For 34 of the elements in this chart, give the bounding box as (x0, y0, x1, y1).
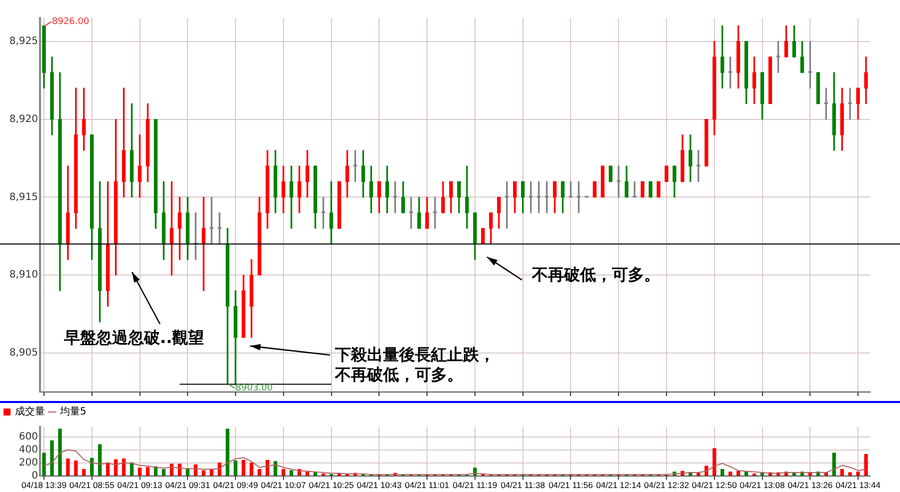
y-tick-label: 0 (32, 470, 38, 482)
annotation: 不再破低，可多。 (532, 265, 660, 285)
y-tick-label: 8,925 (9, 36, 38, 47)
x-tick-label: 04/21 09:49 (213, 480, 258, 490)
x-tick-label: 04/18 13:39 (22, 480, 67, 490)
x-tick-label: 04/21 13:44 (836, 480, 881, 490)
annotation: 早盤忽過忽破..觀望 (64, 328, 204, 348)
x-tick-label: 04/21 10:07 (260, 480, 306, 490)
x-tick-label: 04/21 11:19 (452, 480, 498, 490)
x-tick-label: 04/21 11:38 (500, 480, 546, 490)
x-tick-label: 04/21 11:56 (548, 480, 594, 490)
annotation: 8926.00 (52, 17, 90, 28)
y-tick-label: 200 (18, 457, 38, 468)
x-tick-label: 04/21 10:43 (356, 480, 402, 490)
legend-label: 均量5 (59, 406, 86, 418)
legend-label: 成交量 (15, 406, 45, 418)
y-tick-label: 400 (18, 444, 38, 456)
x-tick-label: 04/21 11:01 (404, 480, 450, 490)
y-tick-label: 8,915 (9, 192, 38, 203)
x-tick-label: 04/21 12:14 (596, 480, 642, 490)
x-tick-label: 04/21 12:32 (644, 480, 690, 490)
x-tick-label: 04/21 12:50 (692, 480, 738, 490)
y-tick-label: 8,920 (9, 114, 38, 125)
x-tick-label: 04/21 09:31 (165, 480, 210, 490)
x-tick-label: 04/21 10:25 (308, 480, 354, 490)
y-tick-label: 600 (18, 431, 38, 442)
annotation: 8903.00 (236, 384, 274, 394)
x-tick-label: 04/21 08:55 (69, 480, 115, 490)
y-tick-label: 8,910 (9, 270, 38, 281)
x-tick-label: 04/21 09:13 (117, 480, 162, 490)
x-tick-label: 04/21 13:26 (788, 480, 833, 490)
annotation: 下殺出量後長紅止跌，不再破低，可多。 (335, 345, 496, 385)
x-tick-label: 04/21 13:08 (740, 480, 785, 490)
y-tick-label: 8,905 (9, 348, 38, 359)
